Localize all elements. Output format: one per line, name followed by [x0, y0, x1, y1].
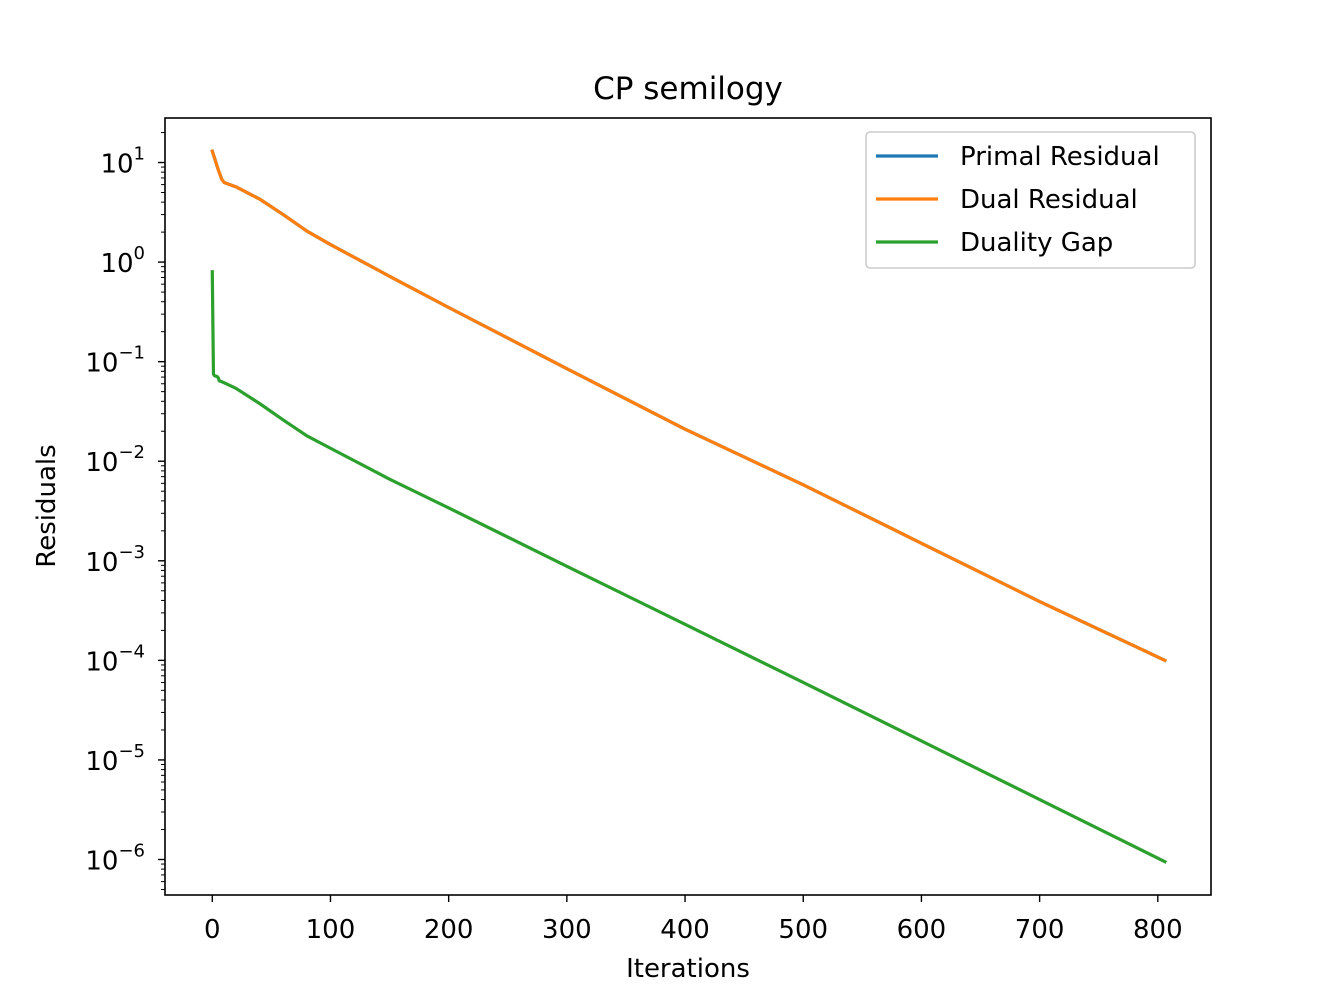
series-layer: [210, 149, 1168, 864]
x-tick-label: 800: [1133, 915, 1183, 945]
x-axis: 0 100 200 300 400 500 600 700 800: [204, 895, 1183, 945]
legend: Primal Residual Dual Residual Duality Gap: [865, 131, 1196, 269]
y-tick-label: 10−3: [85, 542, 145, 578]
legend-label: Dual Residual: [960, 185, 1138, 215]
plot-area: [164, 117, 1212, 896]
y-tick-label: 10−4: [85, 641, 145, 677]
x-tick-label: 400: [660, 915, 710, 945]
y-tick-label: 10−2: [85, 442, 145, 478]
x-tick-label: 600: [897, 915, 947, 945]
legend-label: Primal Residual: [960, 142, 1160, 172]
x-tick-label: 300: [542, 915, 592, 945]
legend-label: Duality Gap: [960, 228, 1113, 258]
x-tick-label: 0: [204, 915, 221, 945]
legend-box: [865, 131, 1196, 269]
chart-title: CP semilogy: [593, 71, 783, 107]
x-tick-label: 700: [1015, 915, 1065, 945]
axes-frame: [164, 117, 1212, 896]
y-tick-label: 10−1: [85, 343, 145, 379]
x-tick-label: 200: [424, 915, 474, 945]
y-tick-label: 100: [100, 243, 145, 279]
y-tick-label: 10−5: [85, 741, 145, 777]
x-tick-label: 100: [306, 915, 356, 945]
y-tick-label: 10−6: [85, 840, 145, 876]
y-tick-label: 101: [100, 144, 145, 180]
series-line-2: [210, 270, 1168, 864]
y-axis: 10−6 10−5 10−4 10−3 10−2 10−1 100 101: [85, 132, 165, 890]
y-axis-label: Residuals: [32, 444, 62, 567]
series-line-1: [210, 149, 1168, 663]
x-tick-label: 500: [778, 915, 828, 945]
legend-items: Primal Residual Dual Residual Duality Gap: [876, 142, 1160, 258]
x-axis-label: Iterations: [626, 954, 750, 984]
